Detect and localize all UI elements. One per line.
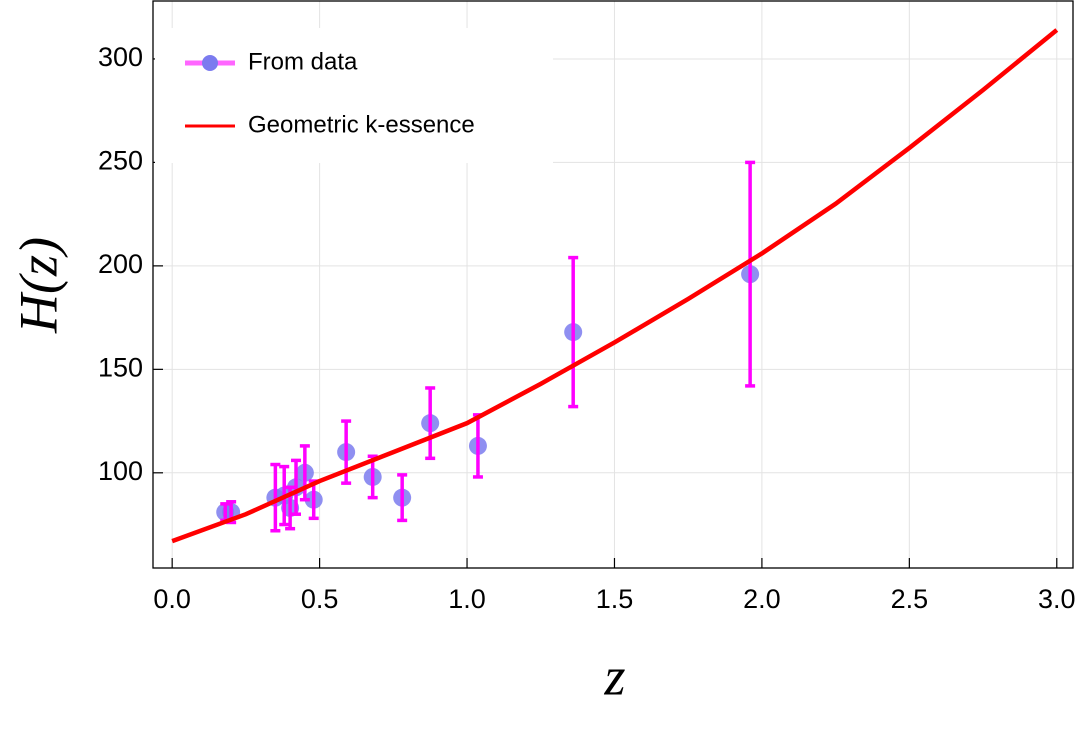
y-axis-title: H(z) — [8, 237, 68, 334]
y-tick-label: 150 — [98, 352, 143, 382]
error-bar — [745, 160, 756, 388]
error-bar — [367, 454, 378, 500]
y-tick-label: 200 — [98, 249, 143, 279]
x-tick-label: 0.0 — [153, 584, 191, 614]
y-tick-label: 250 — [98, 146, 143, 176]
plot-frame — [152, 0, 1074, 569]
x-tick-label: 3.0 — [1038, 584, 1076, 614]
legend-label: Geometric k-essence — [248, 111, 475, 138]
error-bar — [397, 473, 408, 523]
legend-box — [155, 28, 553, 163]
y-tick-label: 100 — [98, 456, 143, 486]
error-bar — [299, 444, 310, 502]
model-line — [171, 28, 1059, 544]
x-tick-label: 2.5 — [891, 584, 929, 614]
x-tick-label: 1.5 — [596, 584, 634, 614]
error-bar — [270, 462, 281, 533]
legend-swatch-dot — [202, 55, 218, 71]
error-bar — [291, 458, 302, 516]
error-bar — [425, 386, 436, 461]
x-axis-title: z — [603, 646, 625, 706]
x-tick-label: 2.0 — [743, 584, 781, 614]
legend-label: From data — [248, 48, 358, 75]
y-tick-label: 300 — [98, 42, 143, 72]
x-tick-label: 0.5 — [301, 584, 339, 614]
x-tick-label: 1.0 — [448, 584, 486, 614]
error-bar — [568, 255, 579, 409]
